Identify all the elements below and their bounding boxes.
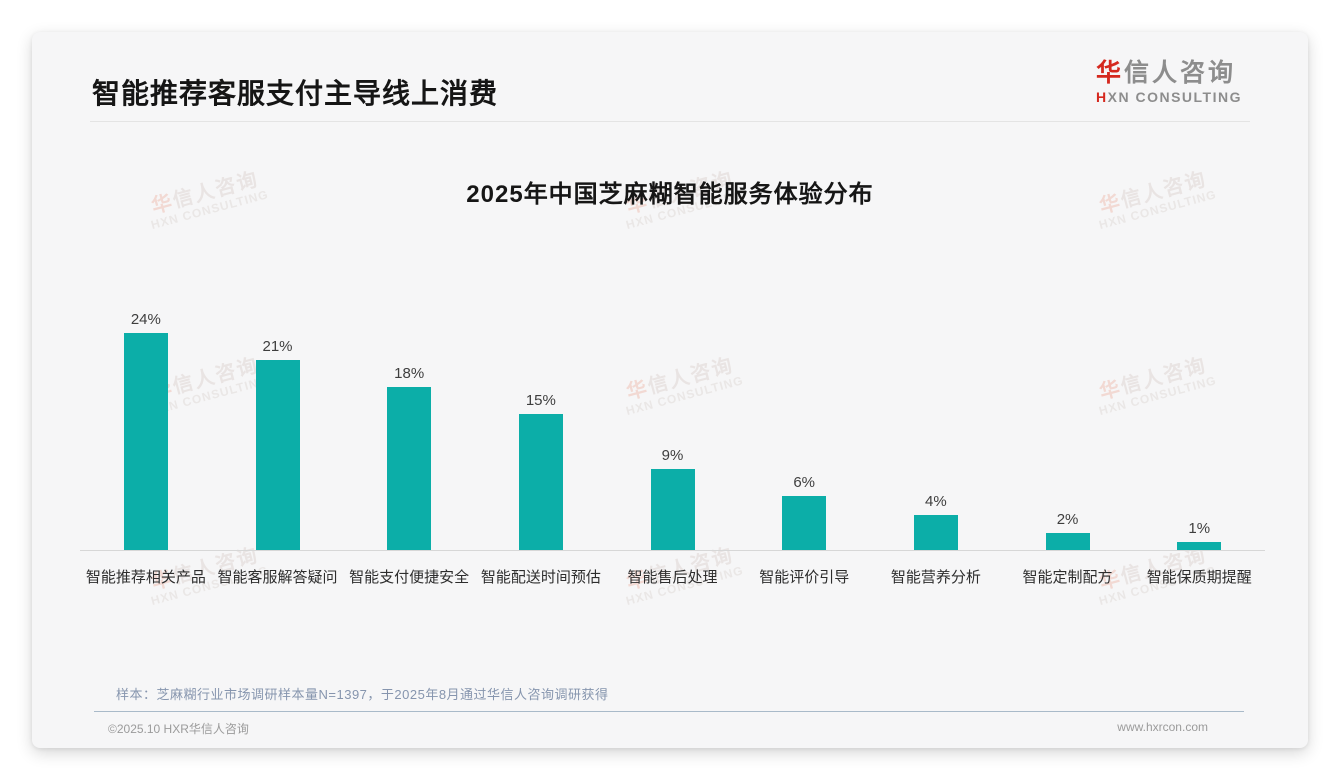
bar-group: 2% — [1002, 511, 1134, 551]
bar-category-label: 智能客服解答疑问 — [217, 569, 338, 586]
bar-group: 24% — [80, 311, 212, 551]
brand-logo-en-rest: XN CONSULTING — [1107, 88, 1242, 105]
brand-logo-en-accent: H — [1096, 88, 1108, 105]
bar-value-label: 24% — [130, 311, 161, 328]
report-card: 华信人咨询 HXN CONSULTING 华信人咨询 HXN CONSULTING 华信… — [32, 32, 1308, 748]
bar-group: 18% — [343, 365, 475, 551]
bar-group: 15% — [475, 392, 607, 551]
x-axis-line — [80, 550, 1265, 551]
bar — [913, 515, 958, 551]
bar-group: 4% — [870, 493, 1002, 551]
bar-value-label: 1% — [1188, 520, 1211, 537]
bar-value-label: 9% — [661, 447, 684, 464]
bar-value-label: 18% — [394, 365, 425, 382]
bar-value-label: 2% — [1056, 511, 1079, 528]
bar-value-label: 21% — [262, 338, 293, 355]
page-title: 智能推荐客服支付主导线上消费 — [92, 78, 499, 109]
sample-note: 样本：芝麻糊行业市场调研样本量N=1397，于2025年8月通过华信人咨询调研获… — [116, 687, 609, 702]
website-text: www.hxrcon.com — [1117, 720, 1208, 734]
bar — [255, 360, 300, 551]
category-axis: 智能推荐相关产品 智能客服解答疑问 智能支付便捷安全 智能配送时间预估 智能售后处理 智能… — [80, 566, 1265, 587]
bar-series: 24% 21% 18% 15% 9% 6% 4% 2% 1% — [80, 287, 1265, 551]
brand-logo-cn-accent: 华 — [1096, 59, 1125, 87]
bar-value-label: 6% — [793, 474, 816, 491]
bar-category-label: 智能推荐相关产品 — [85, 569, 206, 586]
chart-title: 2025年中国芝麻糊智能服务体验分布 — [466, 181, 874, 208]
bar-value-label: 4% — [925, 493, 947, 510]
header-divider — [90, 121, 1250, 122]
copyright-text: ©2025.10 HXR华信人咨询 — [108, 722, 249, 736]
bar-group: 6% — [738, 474, 870, 551]
bar — [123, 333, 168, 551]
bar-category-label: 智能配送时间预估 — [480, 569, 601, 586]
bar-category-label: 智能定制配方 — [1022, 569, 1113, 586]
bar-group: 21% — [212, 338, 344, 551]
bar — [1177, 542, 1222, 551]
brand-logo-cn-rest: 信人咨询 — [1124, 59, 1237, 87]
bar — [650, 469, 695, 551]
footer-divider — [94, 711, 1244, 712]
bar — [518, 414, 563, 551]
header: 智能推荐客服支付主导线上消费 华信人咨询 HXN CONSULTING — [32, 32, 1308, 122]
brand-logo-cn: 华信人咨询 — [1096, 59, 1242, 88]
brand-logo: 华信人咨询 HXN CONSULTING — [1096, 59, 1242, 105]
bar-group: 9% — [607, 447, 739, 551]
bar — [1045, 533, 1090, 551]
bar-category-label: 智能评价引导 — [759, 569, 850, 586]
bar-value-label: 15% — [525, 392, 556, 409]
bar-category-label: 智能售后处理 — [627, 569, 718, 586]
bar-chart: 24% 21% 18% 15% 9% 6% 4% 2% 1% 智能推荐相关产品 智能客服解答疑问智… — [80, 287, 1265, 587]
bar-group: 1% — [1133, 520, 1265, 551]
bar-category-label: 智能保质期提醒 — [1146, 569, 1252, 586]
bar-category-label: 智能支付便捷安全 — [349, 569, 470, 586]
brand-logo-en: HXN CONSULTING — [1096, 89, 1242, 105]
bar-category-label: 智能营养分析 — [890, 569, 981, 586]
bar — [387, 387, 432, 551]
bar — [782, 496, 827, 551]
